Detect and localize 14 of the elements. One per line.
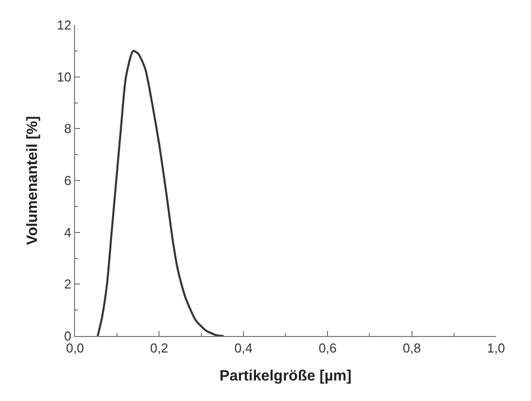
x-tick-label: 0,2 <box>150 340 168 356</box>
x-tick-label: 0,4 <box>234 340 252 356</box>
y-tick-label: 12 <box>56 18 72 33</box>
y-tick-label: 2 <box>64 276 72 292</box>
y-tick-label: 8 <box>64 121 72 136</box>
y-tick-label: 10 <box>56 69 72 84</box>
x-tick-label: 1,0 <box>486 340 506 356</box>
y-tick-label: 4 <box>64 224 72 240</box>
line-series <box>96 50 225 336</box>
y-tick-label: 6 <box>64 173 72 188</box>
y-axis-title: Volumenanteil [%] <box>24 116 42 245</box>
x-tick-label: 0,6 <box>318 340 337 356</box>
x-tick-label: 0,8 <box>402 340 421 356</box>
x-axis-title: Partikelgröße [µm] <box>219 368 352 385</box>
